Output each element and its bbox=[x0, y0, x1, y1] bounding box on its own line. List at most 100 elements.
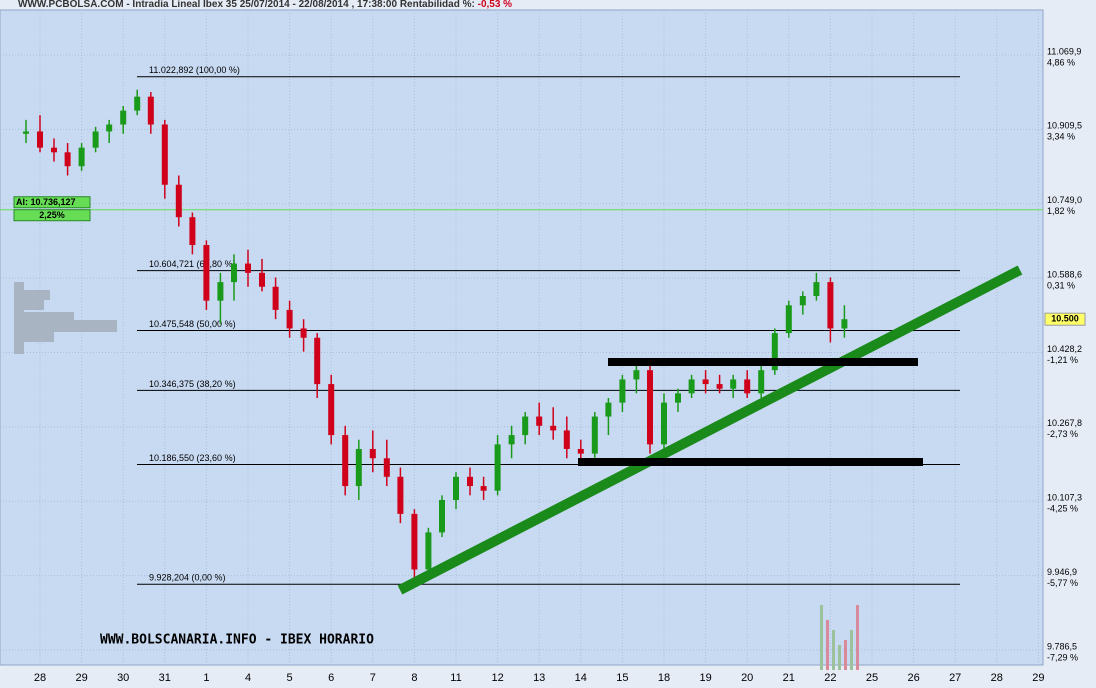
candle-body bbox=[827, 282, 834, 329]
fibonacci: 11.022,892 (100,00 %) 10.604,721 (61,80 %… bbox=[0, 65, 1043, 585]
alert-label: Al: 10.736,127 bbox=[16, 197, 76, 207]
candle-body bbox=[605, 402, 612, 417]
candle-body bbox=[369, 448, 376, 459]
y-tick-return: 3,34 % bbox=[1047, 132, 1075, 142]
candle-body bbox=[342, 435, 349, 487]
y-tick-return: -5,77 % bbox=[1047, 578, 1078, 588]
y-tick-return: 0,31 % bbox=[1047, 280, 1075, 290]
header: WWW.PCBOLSA.COM - Intradia Lineal Ibex 3… bbox=[18, 0, 512, 10]
alert-box bbox=[13, 196, 91, 209]
candle-body bbox=[425, 532, 432, 570]
x-tick-label: 8 bbox=[411, 672, 417, 684]
volume-profile bbox=[14, 282, 117, 354]
y-tick-return: 1,82 % bbox=[1047, 206, 1075, 216]
y-tick-label: 9.946,9 bbox=[1047, 567, 1077, 577]
candle-body bbox=[161, 124, 168, 185]
candle-body bbox=[203, 245, 210, 301]
candle-body bbox=[494, 444, 501, 491]
candle-body bbox=[522, 416, 529, 436]
candle-body bbox=[23, 131, 29, 134]
candle-body bbox=[480, 486, 487, 491]
fib-label: 11.022,892 (100,00 %) bbox=[149, 65, 240, 75]
candle-body bbox=[813, 282, 820, 297]
candle-body bbox=[688, 379, 695, 394]
candle-body bbox=[175, 184, 182, 218]
candle-body bbox=[536, 416, 543, 426]
candle-body bbox=[383, 458, 390, 477]
candle-body bbox=[92, 131, 99, 148]
candle-body bbox=[758, 370, 765, 394]
candle-body bbox=[231, 263, 237, 283]
y-tick-label: 10.909,5 bbox=[1047, 121, 1082, 131]
candle-body bbox=[771, 333, 778, 371]
candle-body bbox=[134, 96, 141, 111]
x-tick-label: 7 bbox=[370, 672, 376, 684]
candle-body bbox=[661, 402, 667, 445]
x-tick-label: 29 bbox=[75, 672, 87, 684]
x-tick-label: 30 bbox=[117, 672, 129, 684]
alert-return-box bbox=[13, 209, 91, 222]
candle-body bbox=[328, 384, 335, 436]
x-tick-label: 18 bbox=[658, 672, 670, 684]
x-tick-label: 22 bbox=[824, 672, 836, 684]
x-tick-label: 4 bbox=[245, 672, 251, 684]
candle-body bbox=[411, 513, 418, 570]
title-return: -0,53 % bbox=[478, 0, 513, 10]
y-tick-label: 9.786,5 bbox=[1047, 641, 1077, 651]
x-tick-label: 20 bbox=[741, 672, 753, 684]
candle-body bbox=[147, 96, 154, 125]
candle-body bbox=[397, 476, 404, 514]
candle-body bbox=[286, 309, 293, 329]
axis: 28 29 30 31 1 4 5 6 7 8 11 12 13 14 15 18 19 20 21 22 25 26 27… bbox=[34, 46, 1086, 684]
candle-body bbox=[217, 282, 224, 301]
candle-body bbox=[550, 425, 557, 431]
volume-bars bbox=[820, 605, 859, 670]
y-tick-return: -7,29 % bbox=[1047, 652, 1078, 662]
candle-body bbox=[51, 147, 57, 153]
candle-body bbox=[245, 263, 251, 273]
x-tick-label: 26 bbox=[907, 672, 919, 684]
y-tick-label: 10.107,3 bbox=[1047, 493, 1082, 503]
y-tick-return: -1,21 % bbox=[1047, 355, 1078, 365]
x-tick-label: 29 bbox=[1032, 672, 1044, 684]
x-tick-label: 21 bbox=[783, 672, 795, 684]
candle-body bbox=[508, 435, 515, 445]
candle-body bbox=[577, 448, 584, 454]
x-tick-label: 25 bbox=[866, 672, 878, 684]
drawings bbox=[397, 265, 1023, 595]
x-tick-label: 19 bbox=[699, 672, 711, 684]
resistance-line bbox=[608, 358, 918, 366]
candle-body bbox=[37, 131, 43, 148]
y-tick-return: -4,25 % bbox=[1047, 504, 1078, 514]
candle-body bbox=[591, 416, 598, 454]
candle-body bbox=[841, 319, 848, 329]
x-tick-label: 27 bbox=[949, 672, 961, 684]
last-price-box bbox=[1044, 312, 1086, 326]
fib-label: 10.186,550 (23,60 %) bbox=[149, 453, 236, 463]
fib-label: 10.475,548 (50,00 %) bbox=[149, 319, 236, 329]
x-tick-label: 28 bbox=[34, 672, 46, 684]
candle-body bbox=[716, 384, 723, 389]
x-tick-label: 11 bbox=[450, 672, 461, 684]
candle-body bbox=[799, 296, 806, 306]
fib-label: 10.604,721 (61,80 %) bbox=[149, 259, 236, 269]
x-tick-label: 31 bbox=[159, 672, 171, 684]
support-line bbox=[578, 458, 923, 466]
y-tick-label: 11.069,9 bbox=[1047, 46, 1081, 56]
x-tick-label: 5 bbox=[287, 672, 293, 684]
y-tick-label: 10.588,6 bbox=[1047, 269, 1082, 279]
fib-label: 10.346,375 (38,20 %) bbox=[149, 379, 236, 389]
plot-area bbox=[0, 9, 1044, 666]
candle-body bbox=[744, 379, 751, 394]
candle-body bbox=[64, 152, 71, 167]
x-tick-label: 14 bbox=[575, 672, 587, 684]
y-tick-label: 10.267,8 bbox=[1047, 418, 1082, 428]
candle-body bbox=[78, 147, 85, 167]
last-price-label: 10.500 bbox=[1051, 314, 1079, 324]
candle-body bbox=[702, 379, 709, 385]
candle-body bbox=[633, 370, 640, 380]
candle-body bbox=[272, 286, 279, 310]
candle-body bbox=[259, 272, 265, 287]
fib-label: 9.928,204 (0,00 %) bbox=[149, 573, 226, 583]
x-tick-label: 12 bbox=[491, 672, 503, 684]
